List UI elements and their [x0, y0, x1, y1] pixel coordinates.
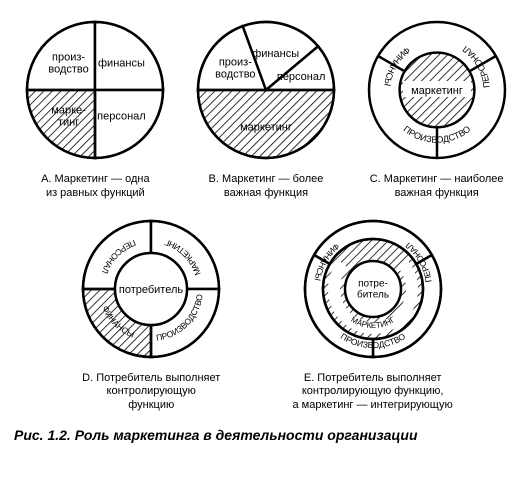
caption-c: C. Маркетинг — наиболее важная функция	[370, 173, 504, 201]
svg-text:финансы: финансы	[252, 48, 299, 60]
caption-e: E. Потребитель выполняет контролирующую …	[293, 372, 453, 413]
chart-c: маркетингПРОИЗВОДСТВОФИНАНСЫПЕРСОНАЛ	[365, 18, 509, 167]
svg-text:потребитель: потребитель	[119, 284, 184, 296]
svg-text:маркетинг: маркетинг	[411, 85, 463, 97]
svg-text:персонал: персонал	[98, 110, 147, 122]
caption-b: B. Маркетинг — более важная функция	[209, 173, 324, 201]
chart-b: произ-водствофинансы персонал маркетинг	[194, 18, 338, 167]
chart-e: потре-бительМАРКЕТИНГПРОИЗВОДСТВОФИНАНСЫ…	[301, 217, 445, 366]
svg-text:финансы: финансы	[98, 58, 145, 70]
svg-text:маркетинг: маркетинг	[240, 121, 292, 133]
svg-text:произ-водство: произ-водство	[49, 52, 89, 76]
svg-text:персонал: персонал	[277, 71, 326, 83]
figure-caption: Рис. 1.2. Роль маркетинга в деятельности…	[14, 427, 522, 443]
chart-a: произ-водствофинансыперсоналмарке-тинг	[23, 18, 167, 167]
svg-text:произ-водство: произ-водство	[215, 56, 255, 80]
chart-d: потребительПРОИЗВОДСТВОФИНАНСЫПЕРСОНАЛМА…	[79, 217, 223, 366]
svg-text:потре-битель: потре-битель	[357, 278, 389, 300]
caption-d: D. Потребитель выполняет контролирующую …	[82, 372, 220, 413]
caption-a: A. Маркетинг — одна из равных функций	[41, 173, 150, 201]
